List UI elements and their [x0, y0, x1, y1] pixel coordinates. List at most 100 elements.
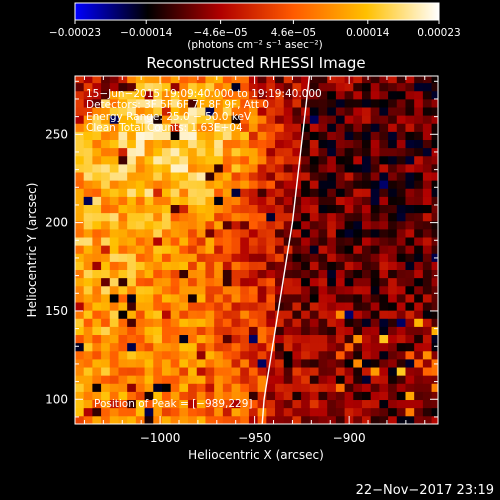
heatmap-cell [318, 107, 328, 116]
heatmap-cell [422, 98, 432, 108]
heatmap-cell [231, 350, 241, 360]
heatmap-cell [179, 237, 189, 246]
heatmap-cell [188, 269, 198, 279]
heatmap-cell [161, 90, 172, 100]
heatmap-cell [101, 358, 111, 368]
heatmap-cell [327, 188, 337, 197]
heatmap-cell [379, 391, 389, 401]
heatmap-cell [422, 261, 432, 271]
heatmap-cell [370, 334, 380, 344]
heatmap-cell [222, 334, 232, 344]
heatmap-cell [248, 245, 259, 254]
heatmap-cell [301, 253, 311, 262]
heatmap-cell [405, 196, 415, 206]
heatmap-cell [362, 107, 372, 116]
heatmap-cell [318, 204, 328, 214]
heatmap-cell [222, 212, 232, 222]
heatmap-cell [283, 310, 293, 319]
heatmap-cell [153, 123, 163, 132]
heatmap-cell [92, 253, 102, 262]
heatmap-cell [257, 391, 267, 401]
heatmap-cell [292, 318, 302, 327]
heatmap-cell [83, 212, 93, 222]
heatmap-cell [101, 326, 111, 336]
heatmap-cell [127, 391, 137, 401]
heatmap-cell [188, 358, 198, 368]
heatmap-cell [161, 326, 172, 336]
heatmap-cell [379, 172, 389, 181]
heatmap-cell [127, 204, 137, 214]
heatmap-cell [309, 228, 319, 238]
heatmap-cell [75, 90, 85, 100]
heatmap-cell [205, 237, 215, 246]
heatmap-cell [118, 147, 128, 157]
heatmap-cell [422, 163, 432, 173]
heatmap-cell [353, 342, 363, 352]
heatmap-cell [118, 302, 128, 311]
heatmap-cell [344, 358, 354, 368]
heatmap-cell [327, 334, 337, 344]
heatmap-cell [370, 407, 380, 417]
heatmap-cell [275, 212, 285, 222]
heatmap-cell [153, 375, 163, 384]
heatmap-cell [170, 139, 180, 149]
heatmap-cell [92, 383, 102, 392]
heatmap-cell [161, 367, 172, 376]
heatmap-cell [353, 98, 363, 108]
heatmap-cell [422, 131, 432, 140]
heatmap-cell [370, 115, 380, 124]
heatmap-cell [344, 399, 354, 409]
heatmap-cell [344, 277, 354, 287]
heatmap-cell [153, 253, 163, 262]
heatmap-cell [75, 415, 85, 424]
heatmap-cell [379, 76, 389, 84]
heatmap-cell [205, 391, 215, 401]
heatmap-cell [135, 188, 145, 197]
heatmap-cell [179, 375, 189, 384]
heatmap-cell [379, 204, 389, 214]
heatmap-cell [83, 407, 93, 417]
heatmap-cell [388, 415, 398, 424]
heatmap-cell [335, 139, 346, 149]
heatmap-cell [431, 342, 438, 352]
heatmap-cell [422, 245, 432, 254]
heatmap-cell [144, 237, 154, 246]
heatmap-cell [266, 367, 276, 376]
heatmap-cell [214, 318, 224, 327]
heatmap-cell [266, 407, 276, 417]
heatmap-cell [170, 318, 180, 327]
heatmap-cell [275, 415, 285, 424]
heatmap-cell [414, 220, 424, 230]
heatmap-cell [275, 163, 285, 173]
heatmap-cell [109, 76, 119, 84]
heatmap-cell [388, 310, 398, 319]
heatmap-cell [109, 196, 119, 206]
heatmap-cell [231, 415, 241, 424]
heatmap-cell [431, 131, 438, 140]
heatmap-cell [266, 383, 276, 392]
heatmap-cell [396, 123, 406, 132]
heatmap-cell [301, 293, 311, 303]
heatmap-cell [318, 253, 328, 262]
heatmap-cell [379, 155, 389, 165]
heatmap-cell [327, 212, 337, 222]
heatmap-cell [153, 82, 163, 92]
heatmap-cell [118, 407, 128, 417]
heatmap-cell [214, 350, 224, 360]
heatmap-cell [327, 342, 337, 352]
heatmap-cell [240, 261, 250, 271]
heatmap-cell [414, 350, 424, 360]
heatmap-cell [266, 228, 276, 238]
heatmap-cell [396, 76, 406, 84]
heatmap-cell [118, 228, 128, 238]
heatmap-cell [283, 76, 293, 84]
heatmap-cell [144, 155, 154, 165]
heatmap-cell [153, 318, 163, 327]
heatmap-cell [327, 245, 337, 254]
heatmap-cell [414, 204, 424, 214]
heatmap-cell [292, 302, 302, 311]
heatmap-cell [231, 90, 241, 100]
heatmap-cell [118, 375, 128, 384]
heatmap-cell [292, 293, 302, 303]
heatmap-cell [92, 172, 102, 181]
